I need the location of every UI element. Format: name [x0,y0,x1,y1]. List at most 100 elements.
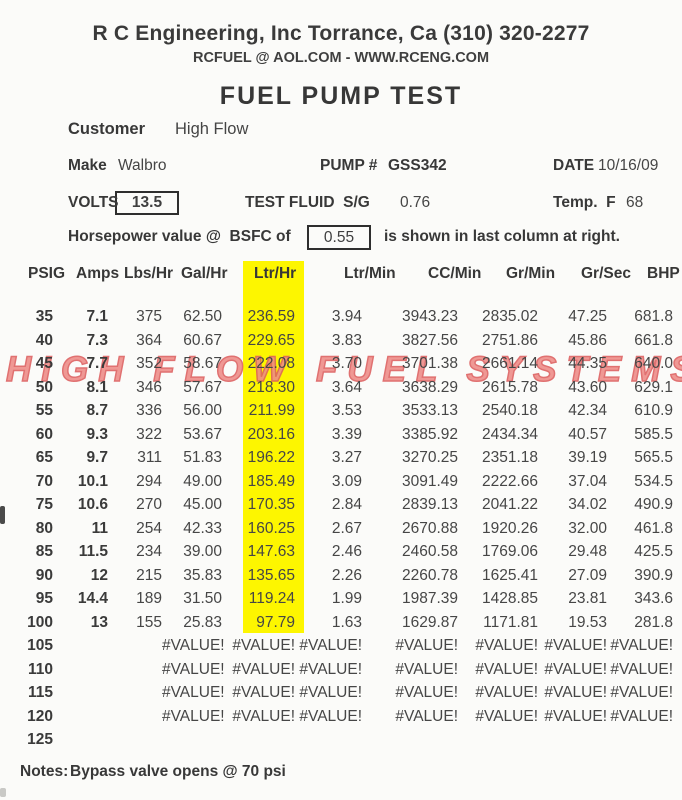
table-cell: 185.49 [247,472,295,490]
table-cell: 311 [137,449,162,466]
table-cell: 50 [35,378,53,396]
bsfc-line: Horsepower value @ BSFC of is shown in l… [0,228,682,248]
table-cell: 27.09 [568,566,607,584]
table-cell: 236.59 [247,308,295,325]
table-cell: 3.83 [331,331,362,349]
table-cell: 3.53 [331,402,362,419]
table-cell: 2434.34 [481,425,538,443]
table-cell: #VALUE! [475,637,538,654]
table-cell: #VALUE! [544,660,607,678]
customer-line: Customer High Flow [0,120,682,140]
volts-value-box: 13.5 [115,191,179,215]
table-cell [222,728,295,752]
watermark-text: HIGH FLOW FUEL SYSTEMS [5,349,682,390]
notes-label: Notes: [20,763,69,780]
table-cell: 2.84 [331,496,362,513]
table-cell: 44.35 [568,355,607,372]
table-cell: 294 [136,472,162,490]
table-cell: 12 [90,566,108,584]
table-cell: 352 [136,355,162,372]
table-cell: 13 [90,613,108,631]
table-cell: 2.26 [331,566,362,584]
table-cell [162,728,222,752]
table-cell: 155 [136,613,162,631]
table-cell: 8.7 [86,402,108,419]
table-cell: 45.00 [183,496,222,513]
table-cell: 1428.85 [481,590,538,607]
table-cell: 661.8 [634,331,673,349]
table-cell: 610.9 [634,402,673,419]
table-cell: 3385.92 [401,425,458,443]
table-cell: 270 [136,496,162,513]
table-row: 95 14.4 189 31.50 119.24 1.99 1987.39 1428.85 23… [20,587,673,611]
table-cell: 7.1 [86,308,108,325]
table-cell: 2351.18 [481,449,538,466]
bsfc-value: 0.55 [323,228,355,246]
table-cell: 222.08 [247,355,295,372]
test-fluid-value: 0.76 [400,194,431,211]
column-header-ltr-min: Ltr/Min [344,265,396,282]
table-row: 65 9.7 311 51.83 196.22 3.27 3270.25 2351.18 39.… [20,446,673,470]
table-cell: 119.24 [248,590,295,607]
table-cell: 425.5 [634,543,673,560]
table-row: 105 #VALUE! #VALUE! #VALUE! #VALUE! #VALUE! #V… [20,634,673,658]
table-cell: 585.5 [634,425,673,443]
table-cell [108,681,162,705]
table-cell: 461.8 [634,519,673,537]
table-cell: 55 [35,402,53,419]
table-cell: 65 [35,449,53,466]
column-header-gr-sec: Gr/Sec [581,265,631,282]
table-cell: 196.22 [247,449,295,466]
table-cell: 75 [35,496,53,513]
table-cell: #VALUE! [395,660,458,678]
table-row: 120 #VALUE! #VALUE! #VALUE! #VALUE! #VALUE! #V… [20,705,673,729]
table-cell [53,728,108,752]
table-cell: 11 [91,519,108,537]
table-cell: 35.83 [183,566,222,584]
table-cell: 629.1 [634,378,673,396]
table-cell: 2260.78 [401,566,458,584]
column-header-cc-min: CC/Min [428,265,482,282]
table-cell: 3.27 [331,449,362,466]
table-cell: 170.35 [247,496,295,513]
table-cell: #VALUE! [162,707,225,725]
table-cell: 2.46 [331,543,362,560]
table-cell: 39.19 [568,449,607,466]
table-cell: 1920.26 [481,519,538,537]
table-cell: #VALUE! [395,684,458,701]
table-cell: 189 [136,590,162,607]
table-cell: 346 [136,378,162,396]
table-cell: 105 [27,637,53,654]
table-cell: 56.00 [183,402,222,419]
table-cell: 218.30 [247,378,295,396]
table-cell [53,634,108,658]
table-cell: #VALUE! [299,637,362,654]
table-cell: 2615.78 [481,378,538,396]
table-cell: 1987.39 [401,590,458,607]
table-cell: 211.99 [248,402,295,419]
table-cell: 40.57 [568,425,607,443]
table-cell: #VALUE! [299,684,362,701]
table-row: 75 10.6 270 45.00 170.35 2.84 2839.13 2041.22 34… [20,493,673,517]
table-cell: 53.67 [183,425,222,443]
table-row: 40 7.3 364 60.67 229.65 3.83 3827.56 2751.86 45.… [20,329,673,353]
table-cell [53,705,108,729]
table-cell: 3.64 [331,378,362,396]
table-row: 55 8.7 336 56.00 211.99 3.53 3533.13 2540.18 42.… [20,399,673,423]
table-cell: 125 [27,731,53,748]
table-cell: 336 [136,402,162,419]
table-cell [53,658,108,682]
table-cell: 490.9 [634,496,673,513]
table-cell: 2460.58 [401,543,458,560]
table-cell [295,728,362,752]
table-row: 60 9.3 322 53.67 203.16 3.39 3385.92 2434.34 40.… [20,423,673,447]
table-cell: 31.50 [183,590,222,607]
table-cell: #VALUE! [162,660,225,678]
table-cell: #VALUE! [475,684,538,701]
table-row: 115 #VALUE! #VALUE! #VALUE! #VALUE! #VALUE! #V… [20,681,673,705]
bsfc-prefix: Horsepower value @ BSFC of [68,228,291,245]
table-cell: 90 [35,566,53,584]
table-cell: #VALUE! [162,684,225,701]
table-cell: 3270.25 [401,449,458,466]
table-row: 110 #VALUE! #VALUE! #VALUE! #VALUE! #VALUE! #V… [20,658,673,682]
